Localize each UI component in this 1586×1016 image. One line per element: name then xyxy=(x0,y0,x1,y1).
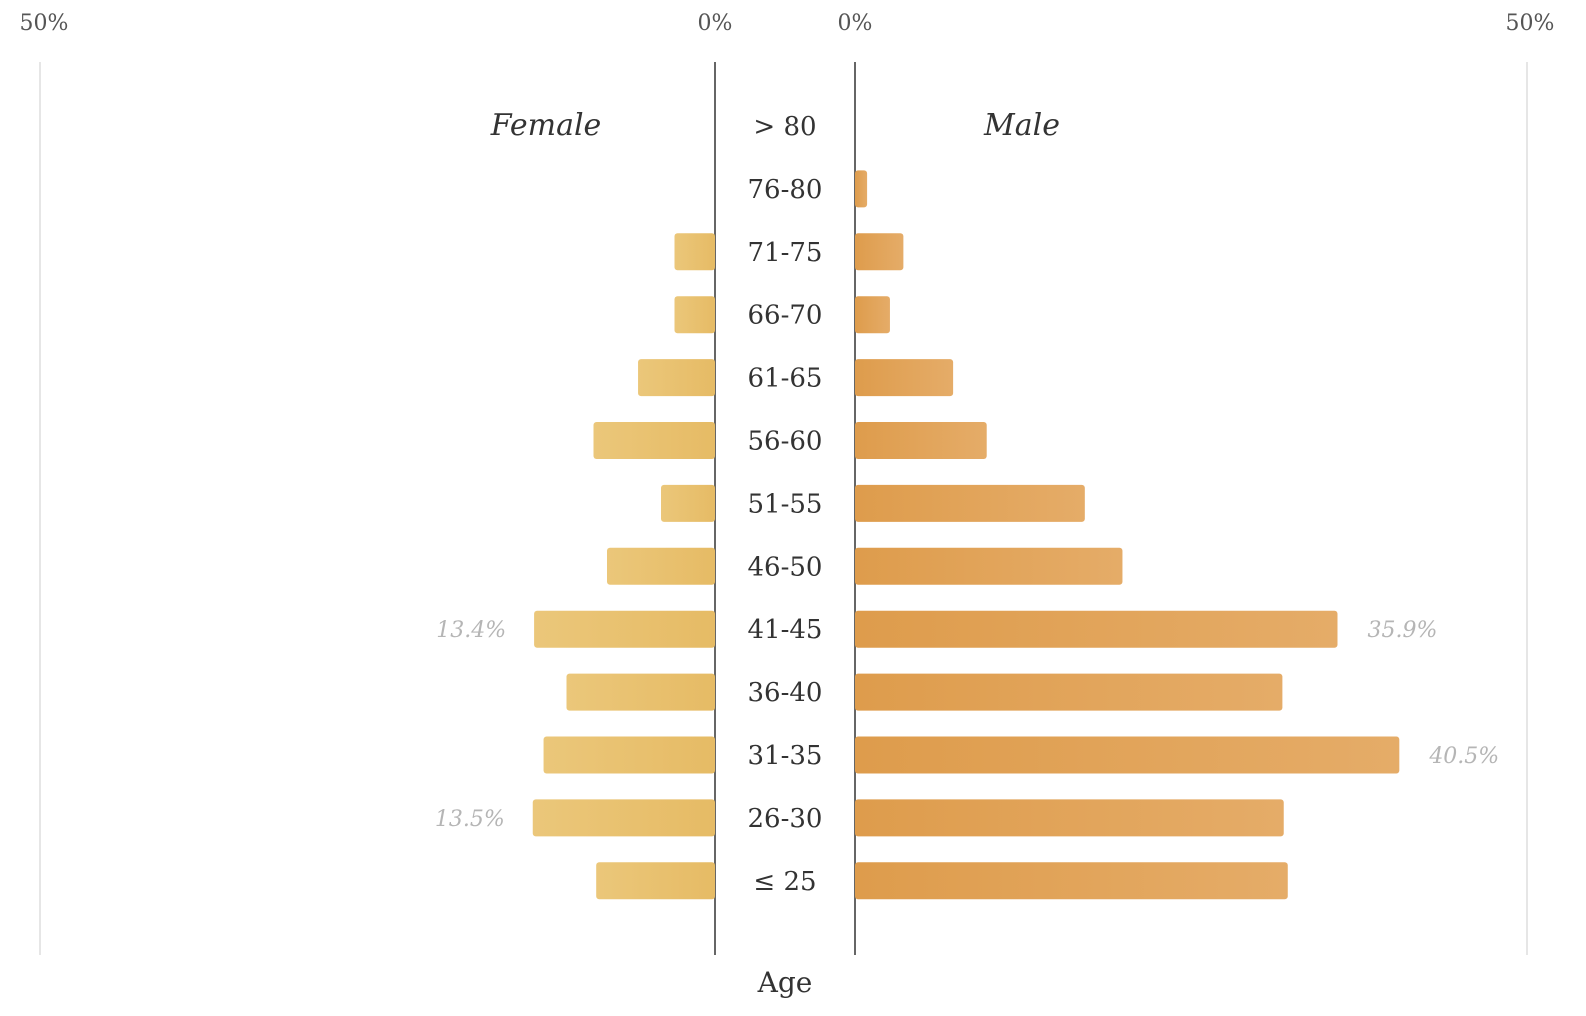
bar-female-le-25 xyxy=(596,862,715,900)
age-labels: > 80 76-80 71-75 66-70 61-65 56-60 51-55 46-50 4… xyxy=(748,112,823,897)
bar-female-46-50 xyxy=(607,547,715,585)
data-label-female-26-30: 13.5% xyxy=(435,807,505,832)
bar-female-56-60 xyxy=(593,422,715,459)
bar-female-66-70 xyxy=(674,296,715,334)
data-label-male-31-35: 40.5% xyxy=(1428,744,1499,769)
age-label-26-30: 26-30 xyxy=(748,804,823,834)
age-label-41-45: 41-45 xyxy=(748,615,823,645)
series-label-male: Male xyxy=(983,108,1060,143)
tick-left-inner: 0% xyxy=(698,11,733,36)
age-label-66-70: 66-70 xyxy=(748,301,823,331)
age-label-46-50: 46-50 xyxy=(748,552,823,582)
bar-male-le-25 xyxy=(855,862,1288,900)
data-label-male-41-45: 35.9% xyxy=(1367,618,1437,643)
tick-right-inner: 0% xyxy=(838,11,873,36)
bar-female-71-75 xyxy=(674,233,715,271)
bar-female-51-55 xyxy=(661,484,715,522)
bar-male-46-50 xyxy=(855,547,1123,585)
age-label-51-55: 51-55 xyxy=(748,489,823,519)
bar-male-26-30 xyxy=(855,799,1284,837)
male-bars xyxy=(855,170,1400,900)
axis-title: Age xyxy=(757,966,813,999)
age-label-56-60: 56-60 xyxy=(748,427,823,457)
bar-male-41-45 xyxy=(855,610,1338,648)
bar-female-61-65 xyxy=(638,359,715,397)
bar-female-31-35 xyxy=(543,736,715,774)
bar-male-66-70 xyxy=(855,296,890,334)
bar-male-61-65 xyxy=(855,359,954,397)
bar-male-31-35 xyxy=(855,736,1400,774)
age-label-le-25: ≤ 25 xyxy=(753,867,816,897)
series-label-female: Female xyxy=(490,108,602,143)
tick-left-outer: 50% xyxy=(20,11,69,36)
bar-female-26-30 xyxy=(532,799,715,837)
age-label-36-40: 36-40 xyxy=(748,678,823,708)
age-label-61-65: 61-65 xyxy=(748,364,823,394)
data-labels: 13.4% 13.5% 35.9% 40.5% xyxy=(435,618,1499,832)
age-label-71-75: 71-75 xyxy=(748,238,823,268)
bar-male-56-60 xyxy=(855,422,987,459)
bar-male-51-55 xyxy=(855,484,1085,522)
bar-male-71-75 xyxy=(855,233,904,271)
age-label-76-80: 76-80 xyxy=(748,175,823,205)
bar-male-76-80 xyxy=(855,170,868,208)
bar-female-41-45 xyxy=(534,610,715,648)
bar-female-36-40 xyxy=(566,673,715,711)
age-label-31-35: 31-35 xyxy=(748,741,823,771)
tick-right-outer: 50% xyxy=(1506,11,1555,36)
bar-male-36-40 xyxy=(855,673,1283,711)
data-label-female-41-45: 13.4% xyxy=(436,618,506,643)
age-label-gt-80: > 80 xyxy=(753,112,816,142)
female-bars xyxy=(532,233,715,900)
